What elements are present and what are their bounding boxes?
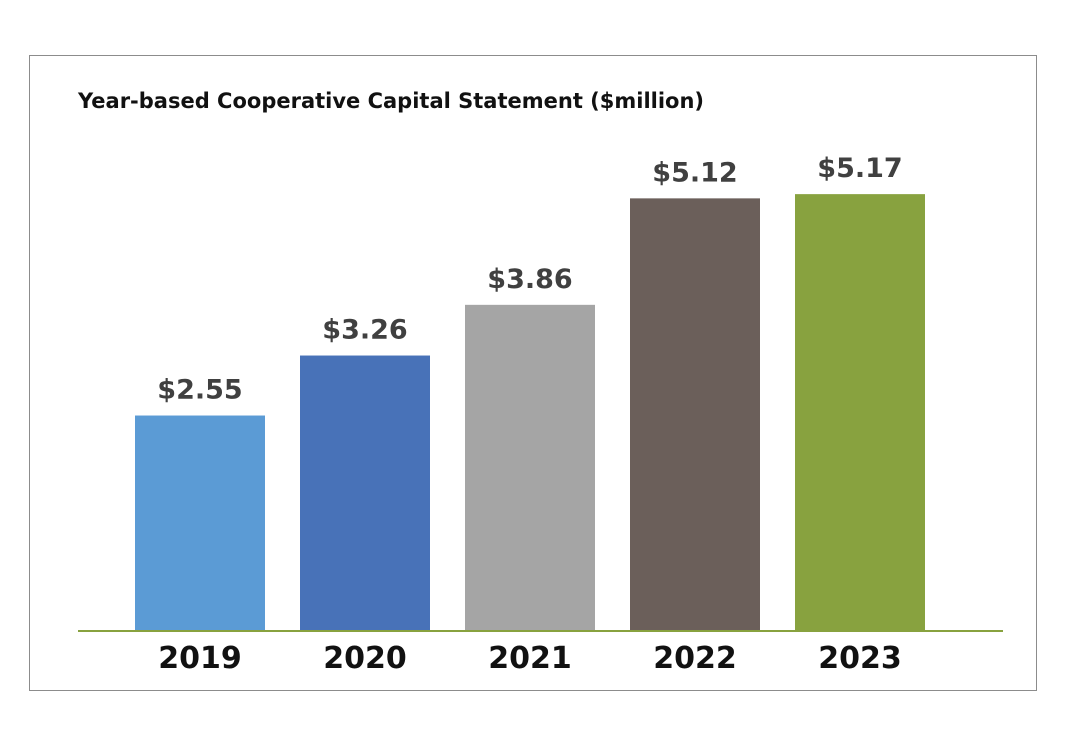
bar-2023 (795, 194, 925, 631)
bar-2022 (630, 198, 760, 632)
data-label-2021: $3.86 (487, 264, 572, 295)
x-tick-label-2021: 2021 (488, 641, 572, 676)
x-tick-labels-group: 2019 2020 2021 2022 2023 (158, 641, 902, 676)
data-label-2019: $2.55 (157, 375, 242, 406)
data-label-2022: $5.12 (652, 157, 737, 188)
chart-title: Year-based Cooperative Capital Statement… (77, 89, 704, 113)
bar-2021 (465, 304, 595, 631)
data-label-2020: $3.26 (322, 315, 407, 346)
x-tick-label-2020: 2020 (323, 641, 407, 676)
data-label-2023: $5.17 (817, 153, 902, 184)
bars-group (135, 194, 925, 632)
bar-2019 (135, 415, 265, 631)
bar-2020 (300, 355, 430, 631)
x-tick-label-2019: 2019 (158, 641, 242, 676)
x-tick-label-2022: 2022 (653, 641, 737, 676)
x-tick-label-2023: 2023 (818, 641, 902, 676)
value-labels-group: $2.55 $3.26 $3.86 $5.12 $5.17 (157, 153, 902, 405)
